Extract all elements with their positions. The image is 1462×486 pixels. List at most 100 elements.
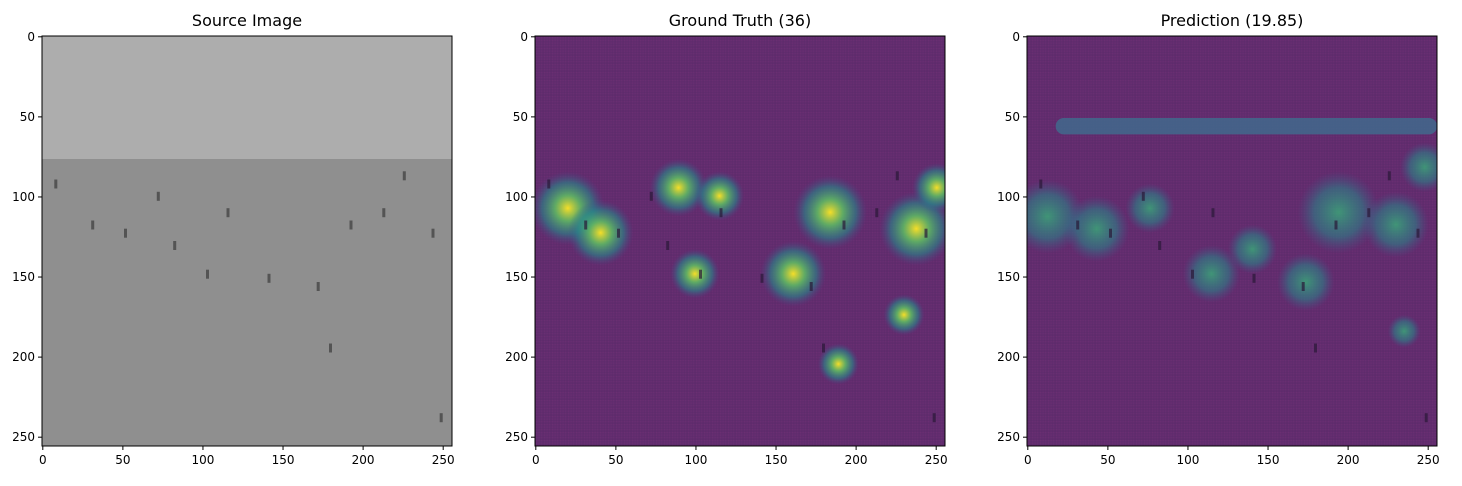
heat-blob (567, 200, 634, 266)
figure-shape (431, 228, 435, 238)
x-tick-label: 0 (532, 453, 540, 467)
figure-shape (382, 208, 386, 218)
panel: Prediction (19.85) 0 50 100 150 200 250 0 50 100 1… (997, 11, 1440, 467)
y-tick-label: 50 (20, 110, 35, 124)
figure-shape (1334, 220, 1338, 230)
heat-blob (1400, 142, 1437, 192)
heat-blob (912, 163, 945, 213)
figure-shape (1252, 273, 1256, 283)
x-tick-label: 200 (845, 453, 868, 467)
x-tick-label: 250 (432, 453, 455, 467)
figure-shape (1191, 269, 1194, 279)
heat-blob (649, 159, 708, 217)
figure-shape (1076, 220, 1080, 230)
figure-shape (267, 273, 271, 283)
x-tick-label: 50 (1100, 453, 1115, 467)
figure-shape (842, 220, 846, 230)
figure-shape (349, 220, 353, 230)
heat-blob (817, 343, 859, 385)
x-tick-label: 100 (192, 453, 215, 467)
figure-shape (54, 179, 58, 189)
x-tick-label: 50 (115, 453, 130, 467)
figure-shape (547, 179, 551, 189)
x-tick-label: 50 (608, 453, 623, 467)
x-tick-label: 0 (39, 453, 47, 467)
heat-blob (793, 175, 868, 250)
heat-blob (1227, 224, 1278, 274)
image (535, 36, 945, 446)
y-tick-label: 200 (997, 350, 1020, 364)
y-tick-label: 50 (1005, 110, 1020, 124)
x-tick-label: 100 (1177, 453, 1200, 467)
y-tick-label: 250 (505, 430, 528, 444)
sky (42, 36, 452, 159)
figure-shape (1158, 241, 1162, 250)
x-tick-label: 150 (765, 453, 788, 467)
heat-blob (1297, 171, 1380, 254)
figure-shape (822, 343, 825, 353)
axes-frame (1026, 35, 1438, 447)
x-tick-label: 100 (685, 453, 708, 467)
x-tick-label: 150 (272, 453, 295, 467)
heat-blob (760, 240, 827, 307)
y-tick-label: 0 (520, 30, 528, 44)
figure-shape (402, 171, 406, 181)
x-tick-label: 150 (1257, 453, 1280, 467)
x-tick-label: 0 (1024, 453, 1032, 467)
image (1027, 36, 1437, 446)
figure-shape (875, 208, 879, 218)
panel: Ground Truth (36) 0 50 100 150 200 250 0 50 100 15… (505, 11, 948, 467)
y-tick-label: 250 (997, 430, 1020, 444)
figure-shape (809, 282, 813, 291)
figure-shape (91, 220, 95, 230)
y-tick-label: 200 (505, 350, 528, 364)
heat-blob (1277, 253, 1335, 311)
panel-title: Prediction (19.85) (1161, 11, 1304, 30)
figure-shape (226, 208, 230, 218)
figure-shape (924, 228, 928, 238)
heat-blob (1063, 195, 1130, 262)
y-tick-label: 100 (505, 190, 528, 204)
figure-shape (1109, 228, 1112, 238)
y-tick-label: 200 (12, 350, 35, 364)
axes-frame (534, 35, 946, 447)
figure-shape (316, 282, 320, 291)
image (42, 36, 452, 446)
figure-shape (719, 208, 723, 218)
y-tick-label: 0 (1012, 30, 1020, 44)
figure-shape (1367, 208, 1371, 218)
y-tick-label: 150 (997, 270, 1020, 284)
axes-frame (41, 35, 453, 447)
heat-blob (694, 171, 745, 221)
y-tick-label: 150 (12, 270, 35, 284)
figure-shape (173, 241, 177, 250)
figure-shape (699, 269, 702, 279)
heat-blob (1125, 183, 1175, 233)
figure-shape (1416, 228, 1420, 238)
panel-title: Ground Truth (36) (669, 11, 811, 30)
y-tick-label: 250 (12, 430, 35, 444)
figure-shape (156, 191, 160, 201)
figure-shape (1039, 179, 1043, 189)
figure-shape (1314, 343, 1317, 353)
panel: Source Image 0 50 100 150 200 250 0 50 100 150 200 2… (12, 11, 455, 467)
y-tick-label: 100 (12, 190, 35, 204)
floor (42, 159, 452, 446)
x-tick-label: 200 (352, 453, 375, 467)
figure-shape (206, 269, 209, 279)
heat-blob (1182, 245, 1241, 303)
y-tick-label: 100 (997, 190, 1020, 204)
y-tick-label: 50 (513, 110, 528, 124)
band (1055, 118, 1437, 135)
panel-title: Source Image (192, 11, 302, 30)
figure-shape (649, 191, 653, 201)
figure-shape (1387, 171, 1391, 181)
figure-shape (617, 228, 620, 238)
figure-shape (1141, 191, 1145, 201)
figure-shape (1211, 208, 1215, 218)
figure-shape (760, 273, 764, 283)
figure-shape (1301, 282, 1305, 291)
heat-blob (883, 294, 925, 336)
figure-shape (1424, 413, 1428, 423)
